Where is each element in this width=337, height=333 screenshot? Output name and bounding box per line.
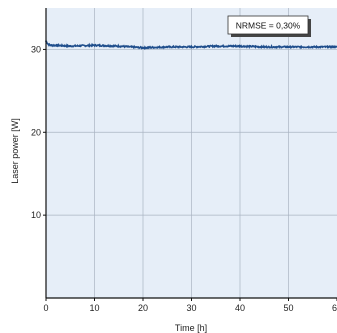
data-point — [190, 46, 193, 48]
x-tick-label: 40 — [235, 303, 245, 313]
x-tick-label: 10 — [89, 303, 99, 313]
annotation-frame — [227, 15, 309, 35]
annotation-text: NRMSE = 0,30% — [236, 21, 301, 31]
x-tick-label: 30 — [186, 303, 196, 313]
axes — [43, 8, 337, 301]
grid — [46, 8, 337, 298]
y-axis-label: Laser power [W] — [10, 118, 20, 184]
data-point — [93, 44, 96, 47]
data-point — [117, 45, 120, 48]
data-point — [239, 45, 241, 48]
data-point — [49, 44, 52, 47]
x-tick-label: 20 — [138, 303, 148, 313]
data-point — [311, 46, 314, 48]
x-axis-label: Time [h] — [175, 323, 207, 333]
x-tick-label: 60 — [332, 303, 337, 313]
data-point — [142, 46, 144, 49]
y-tick-label: 30 — [31, 44, 41, 54]
data-point — [263, 46, 266, 48]
tick-labels: 0 10 20 30 40 50 60 10 20 30 — [31, 44, 337, 313]
data-point — [69, 45, 72, 48]
data-point — [166, 46, 169, 48]
annotation-box: NRMSE = 0,30% — [227, 15, 311, 37]
x-tick-label: 50 — [283, 303, 293, 313]
data-point — [214, 45, 217, 48]
x-tick-label: 0 — [43, 303, 48, 313]
data-point — [54, 44, 57, 47]
data-point — [47, 43, 50, 46]
data-point — [287, 46, 290, 48]
y-tick-label: 20 — [31, 127, 41, 137]
y-tick-label: 10 — [31, 210, 41, 220]
